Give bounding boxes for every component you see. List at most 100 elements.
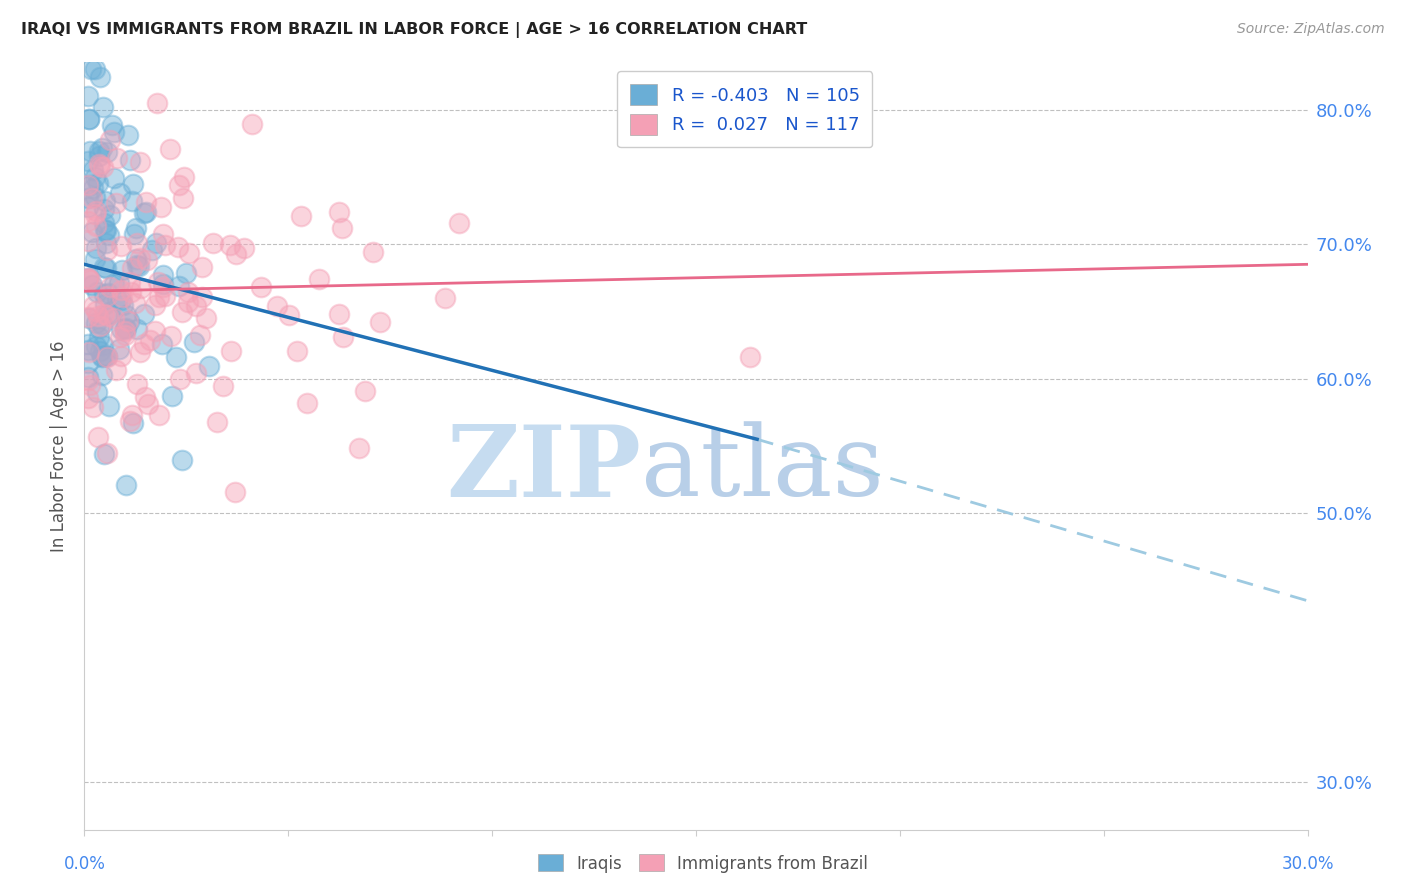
Point	[150, 200, 173, 214]
Point	[77, 369, 100, 384]
Point	[184, 366, 207, 380]
Point	[96, 349, 118, 363]
Point	[97, 309, 120, 323]
Point	[165, 350, 187, 364]
Point	[205, 416, 228, 430]
Point	[79, 145, 101, 159]
Point	[125, 235, 148, 250]
Point	[77, 373, 100, 387]
Point	[94, 223, 117, 237]
Point	[308, 272, 330, 286]
Point	[122, 227, 145, 242]
Point	[198, 359, 221, 373]
Point	[97, 228, 120, 243]
Point	[105, 292, 128, 306]
Point	[368, 315, 391, 329]
Point	[110, 293, 132, 307]
Point	[114, 321, 136, 335]
Point	[87, 149, 110, 163]
Point	[77, 271, 100, 285]
Point	[84, 204, 107, 219]
Point	[233, 241, 256, 255]
Point	[94, 349, 117, 363]
Point	[127, 322, 149, 336]
Point	[101, 118, 124, 132]
Point	[90, 349, 112, 363]
Point	[84, 316, 107, 330]
Point	[93, 287, 115, 301]
Point	[169, 372, 191, 386]
Text: 30.0%: 30.0%	[1281, 855, 1334, 872]
Point	[103, 125, 125, 139]
Point	[82, 400, 104, 414]
Point	[82, 180, 104, 194]
Point	[91, 317, 114, 331]
Point	[87, 177, 110, 191]
Point	[177, 295, 200, 310]
Point	[77, 337, 100, 351]
Point	[87, 157, 110, 171]
Point	[347, 441, 370, 455]
Point	[110, 284, 132, 298]
Point	[93, 194, 115, 208]
Point	[250, 279, 273, 293]
Point	[86, 384, 108, 399]
Point	[125, 258, 148, 272]
Point	[139, 333, 162, 347]
Point	[150, 337, 173, 351]
Point	[172, 191, 194, 205]
Point	[110, 290, 132, 304]
Point	[447, 216, 470, 230]
Point	[77, 310, 100, 325]
Point	[285, 343, 308, 358]
Point	[110, 239, 132, 253]
Point	[128, 260, 150, 274]
Point	[179, 246, 201, 260]
Point	[121, 409, 143, 423]
Point	[434, 292, 457, 306]
Point	[240, 117, 263, 131]
Point	[89, 70, 111, 84]
Point	[127, 376, 149, 391]
Point	[290, 209, 312, 223]
Point	[87, 145, 110, 159]
Point	[136, 397, 159, 411]
Point	[83, 170, 105, 185]
Point	[89, 329, 111, 343]
Point	[103, 311, 125, 326]
Point	[115, 477, 138, 491]
Point	[361, 244, 384, 259]
Point	[120, 285, 142, 300]
Point	[153, 289, 176, 303]
Point	[143, 298, 166, 312]
Point	[77, 271, 100, 285]
Point	[166, 240, 188, 254]
Point	[330, 221, 353, 235]
Point	[77, 343, 100, 357]
Point	[153, 238, 176, 252]
Point	[91, 161, 114, 175]
Point	[328, 307, 350, 321]
Point	[120, 275, 142, 289]
Point	[77, 88, 100, 103]
Point	[111, 262, 134, 277]
Point	[103, 277, 125, 292]
Point	[91, 338, 114, 352]
Point	[132, 307, 155, 321]
Point	[297, 395, 319, 409]
Point	[79, 378, 101, 392]
Point	[89, 159, 111, 173]
Point	[104, 196, 127, 211]
Point	[125, 252, 148, 267]
Point	[160, 329, 183, 343]
Point	[86, 429, 108, 443]
Point	[77, 154, 100, 169]
Point	[89, 318, 111, 333]
Point	[108, 342, 131, 356]
Point	[93, 202, 115, 216]
Point	[98, 133, 121, 147]
Point	[114, 321, 136, 335]
Point	[97, 399, 120, 413]
Y-axis label: In Labor Force | Age > 16: In Labor Force | Age > 16	[51, 340, 69, 552]
Point	[105, 151, 128, 165]
